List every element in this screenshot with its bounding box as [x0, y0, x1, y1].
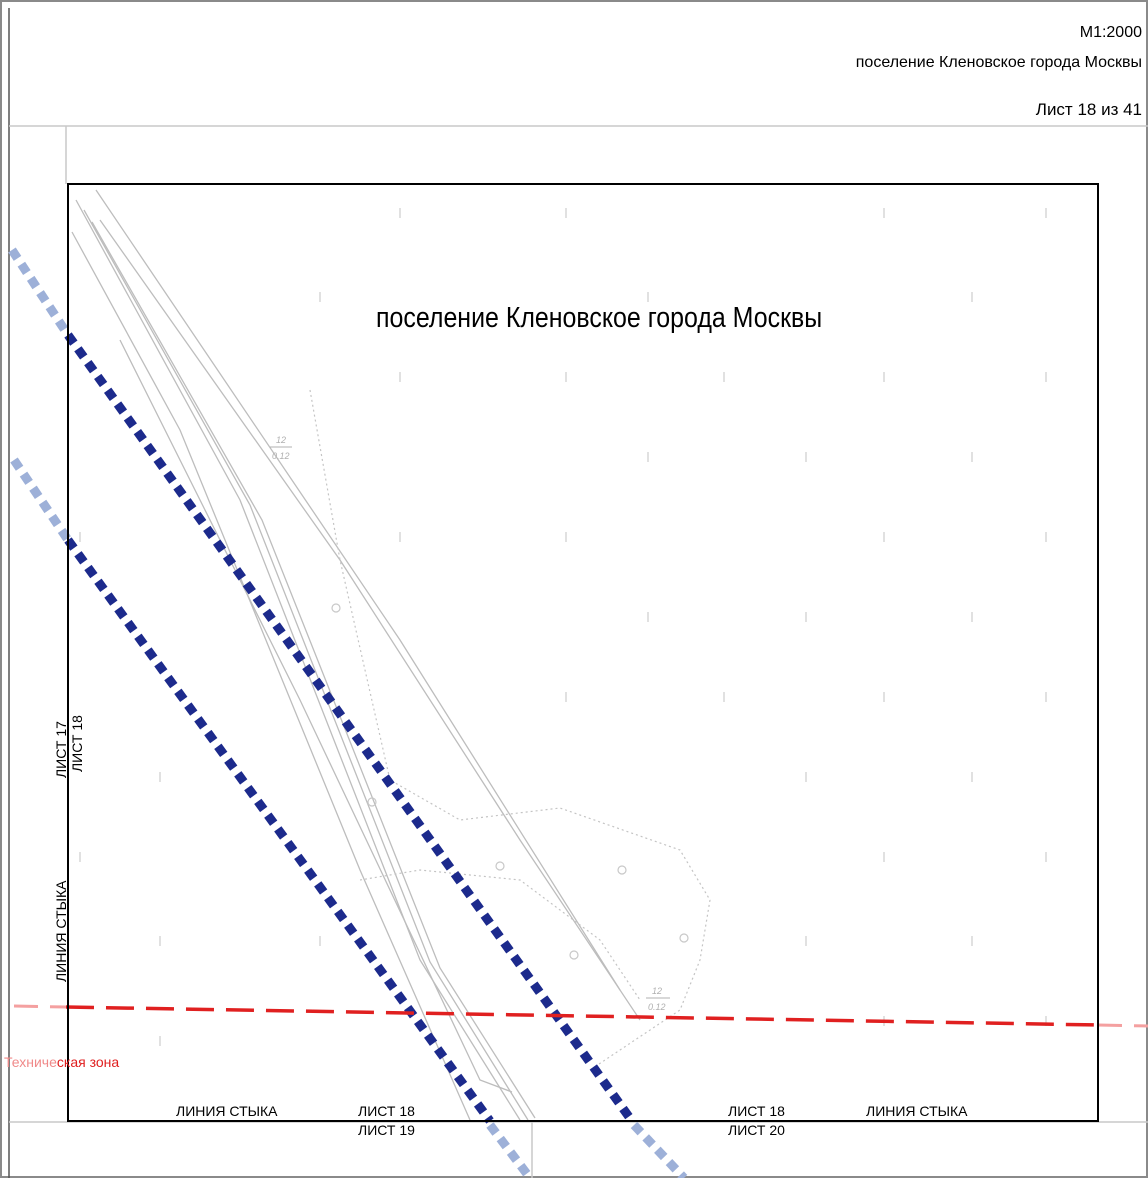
junction-line-bottom-left: ЛИНИЯ СТЫКА [176, 1103, 278, 1119]
plot-label-2: 12 0.12 [646, 986, 670, 1012]
sheet-bottom-18a: ЛИСТ 18 [358, 1103, 415, 1119]
junction-line-bottom-right: ЛИНИЯ СТЫКА [866, 1103, 968, 1119]
grid-ticks [79, 208, 1047, 1046]
sheet-left-18: ЛИСТ 18 [69, 715, 85, 772]
red-zone-line [65, 1005, 1099, 1027]
sheet-bottom-18b: ЛИСТ 18 [728, 1103, 785, 1119]
sheet-bottom-20: ЛИСТ 20 [728, 1122, 785, 1138]
place-header: поселение Кленовское города Москвы [855, 54, 1142, 71]
red-zone-line-faded [13, 1004, 67, 1009]
scale-label: М1:2000 [1079, 24, 1142, 41]
plot-label-1-bottom: 0.12 [272, 451, 290, 461]
plot-label-1: 12 0.12 [270, 435, 292, 461]
technical-zone-label-faded: Техниче [4, 1054, 57, 1070]
boundary-extension-light [8, 247, 688, 1178]
plot-label-2-bottom: 0.12 [648, 1002, 666, 1012]
faint-road-lines [71, 189, 641, 1121]
sheet-bottom-19: ЛИСТ 19 [358, 1122, 415, 1138]
technical-zone-label: Техническая зона [4, 1054, 119, 1070]
plot-label-2-top: 12 [652, 986, 662, 996]
technical-zone-label-visible: ская зона [56, 1054, 120, 1070]
plot-label-1-top: 12 [276, 435, 286, 445]
sheet-left-17: ЛИСТ 17 [53, 721, 69, 778]
map-frame [67, 183, 1099, 1122]
faint-dotted-lines [309, 389, 711, 1071]
red-zone-line-outside [1097, 1023, 1148, 1028]
map-title: поселение Кленовское города Москвы [376, 302, 823, 334]
faint-circles [331, 603, 689, 960]
sheet-number: Лист 18 из 41 [1035, 100, 1142, 119]
boundary-lines-dark [64, 332, 636, 1124]
junction-line-left: ЛИНИЯ СТЫКА [53, 880, 69, 982]
